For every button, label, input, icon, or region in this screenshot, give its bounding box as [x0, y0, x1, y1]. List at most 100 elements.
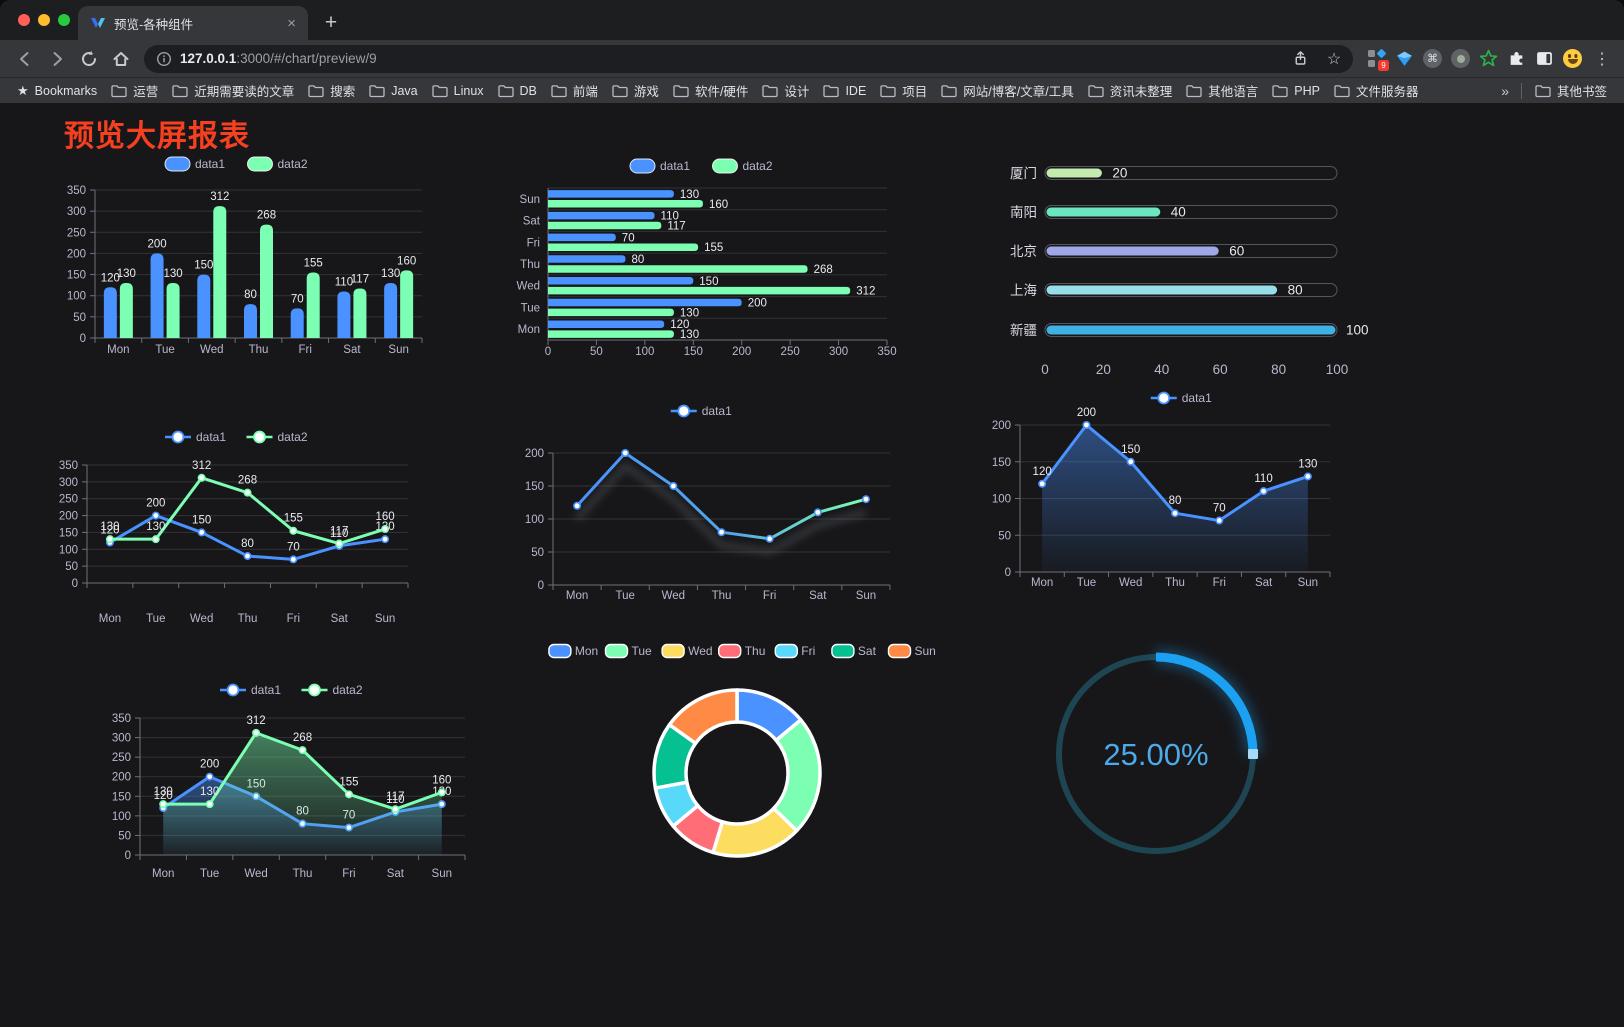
- point-data2-Sun[interactable]: [381, 525, 390, 534]
- bar-data2-Fri[interactable]: [306, 272, 320, 338]
- bar-data2-Wed[interactable]: [548, 286, 851, 295]
- legend-marker-data2[interactable]: [247, 156, 273, 172]
- bar-data2-Sun[interactable]: [548, 200, 703, 208]
- legend-marker-Mon[interactable]: [548, 643, 572, 659]
- point-data2-Fri[interactable]: [344, 790, 353, 799]
- point-data1-Sat[interactable]: [813, 508, 822, 517]
- minimize-window-button[interactable]: [38, 14, 50, 26]
- point-data2-Sun[interactable]: [437, 788, 446, 797]
- share-button[interactable]: [1287, 46, 1313, 72]
- legend-marker-data1[interactable]: [164, 156, 191, 172]
- home-button[interactable]: [106, 44, 136, 74]
- bar-progress-canvas[interactable]: 厦门 20 南阳 40 北京 60 上海 80 新疆 100 0 20 40 60 80 100: [990, 148, 1385, 388]
- close-tab-icon[interactable]: ×: [287, 14, 296, 32]
- site-info-icon[interactable]: [156, 51, 172, 67]
- point-data1-Sun[interactable]: [381, 535, 390, 544]
- legend-marker-Sun[interactable]: [887, 643, 912, 659]
- bookmark-folder-item[interactable]: Java: [362, 82, 424, 100]
- point-data1-Wed[interactable]: [197, 528, 206, 537]
- bar-data1-Tue[interactable]: [150, 253, 164, 338]
- extension-gem-icon[interactable]: [1395, 49, 1414, 68]
- emoji-extension-icon[interactable]: [1563, 49, 1582, 68]
- forward-button[interactable]: [42, 44, 72, 74]
- bookmark-folder-item[interactable]: 其他语言: [1179, 79, 1265, 102]
- url-bar[interactable]: 127.0.0.1:3000/#/chart/preview/9 ☆: [144, 44, 1353, 73]
- legend-marker-Sat[interactable]: [831, 643, 855, 659]
- point-data2-Thu[interactable]: [243, 488, 252, 497]
- bar-data2-Sat[interactable]: [548, 221, 662, 230]
- point-data2-Wed[interactable]: [252, 728, 261, 737]
- progress-bar-新疆[interactable]: [1046, 325, 1336, 335]
- line-gradient-canvas[interactable]: 0 50 100 150 200 Mon Tue Wed Thu Fri Sat Sun data1: [500, 393, 905, 615]
- progress-bar-厦门[interactable]: [1046, 168, 1102, 178]
- point-data1-Fri[interactable]: [765, 534, 774, 543]
- pie-slice-Sun[interactable]: [667, 688, 739, 746]
- point-data1-Wed[interactable]: [1126, 457, 1135, 466]
- point-data1-Tue[interactable]: [621, 448, 630, 457]
- bar-data2-Mon[interactable]: [548, 330, 674, 338]
- bookmark-folder-item[interactable]: PHP: [1265, 82, 1327, 100]
- bookmark-folder-item[interactable]: 项目: [873, 79, 934, 102]
- bar-data2-Sun[interactable]: [400, 270, 414, 338]
- point-data1-Sun[interactable]: [861, 495, 870, 504]
- point-data1-Thu[interactable]: [243, 552, 252, 561]
- legend-marker-data2[interactable]: [712, 158, 738, 174]
- legend-marker-data1[interactable]: [629, 158, 656, 174]
- bookmark-folder-item[interactable]: Linux: [425, 82, 491, 100]
- point-data1-Fri[interactable]: [1215, 516, 1224, 525]
- point-data1-Sun[interactable]: [1303, 472, 1312, 481]
- point-data1-Thu[interactable]: [1171, 509, 1180, 518]
- other-bookmarks-button[interactable]: 其他书签: [1528, 79, 1614, 102]
- point-data1-Tue[interactable]: [151, 511, 160, 520]
- point-data2-Tue[interactable]: [205, 800, 214, 809]
- bookmark-folder-item[interactable]: DB: [491, 82, 544, 100]
- point-data1-Wed[interactable]: [669, 482, 678, 491]
- bar-data1-Thu[interactable]: [548, 255, 626, 263]
- bar-data2-Tue[interactable]: [166, 283, 180, 338]
- new-tab-button[interactable]: +: [324, 11, 338, 34]
- bar-data1-Mon[interactable]: [548, 320, 665, 328]
- point-data1-Fri[interactable]: [289, 555, 298, 564]
- bar-data1-Sun[interactable]: [548, 190, 674, 198]
- bar-data2-Sat[interactable]: [353, 288, 367, 338]
- bar-data1-Fri[interactable]: [290, 308, 304, 338]
- bar-data2-Tue[interactable]: [548, 308, 674, 317]
- extension-record-icon[interactable]: [1451, 49, 1470, 68]
- bar-data1-Fri[interactable]: [548, 233, 616, 242]
- bookmark-folder-item[interactable]: IDE: [816, 82, 873, 100]
- progress-bar-上海[interactable]: [1046, 285, 1278, 295]
- bar-data1-Wed[interactable]: [197, 274, 211, 338]
- point-data1-Thu[interactable]: [717, 528, 726, 537]
- legend-marker-Thu[interactable]: [717, 643, 742, 659]
- bookmark-folder-item[interactable]: 运营: [104, 79, 165, 102]
- bookmark-folder-item[interactable]: 游戏: [605, 79, 666, 102]
- point-data1-Tue[interactable]: [1082, 420, 1091, 429]
- bookmarks-button[interactable]: ★ Bookmarks: [10, 81, 104, 101]
- bar-data1-Tue[interactable]: [548, 298, 742, 307]
- bookmark-folder-item[interactable]: 网站/博客/文章/工具: [934, 79, 1080, 102]
- point-data2-Fri[interactable]: [289, 526, 298, 535]
- bar-data1-Thu[interactable]: [244, 304, 257, 338]
- gauge-progress[interactable]: [1155, 652, 1258, 755]
- point-data1-Sat[interactable]: [1259, 487, 1268, 496]
- bookmark-folder-item[interactable]: 近期需要读的文章: [165, 79, 301, 102]
- browser-tab[interactable]: 预览-各种组件 ×: [78, 6, 308, 40]
- line-area-blue-canvas[interactable]: 0 50 100 150 200 Mon Tue Wed Thu Fri Sat Sun 120 200 1…: [985, 385, 1380, 597]
- bookmark-folder-item[interactable]: 搜索: [301, 79, 362, 102]
- bookmark-page-star-icon[interactable]: ☆: [1326, 50, 1342, 68]
- bookmark-folder-item[interactable]: 资讯未整理: [1081, 79, 1180, 102]
- progress-bar-南阳[interactable]: [1046, 207, 1161, 217]
- point-data1-Tue[interactable]: [205, 772, 214, 781]
- extension-command-icon[interactable]: ⌘: [1423, 49, 1442, 68]
- bar-data2-Fri[interactable]: [548, 243, 699, 251]
- extension-grid-icon[interactable]: 9: [1367, 48, 1389, 71]
- bookmark-folder-item[interactable]: 前端: [544, 79, 605, 102]
- bar-data2-Wed[interactable]: [213, 206, 227, 338]
- back-button[interactable]: [10, 44, 40, 74]
- extension-star-icon[interactable]: [1479, 49, 1498, 68]
- bar-grouped-canvas[interactable]: 0 50 100 150 200 250 300 350 Mon Tue Wed Thu Fri Sat S…: [40, 148, 435, 368]
- point-data1-Mon[interactable]: [573, 501, 582, 510]
- line-area-multi-canvas[interactable]: 0 50 100 150 200 250 300 350 Mon Tue Wed Thu Fri Sat S…: [95, 672, 490, 890]
- bar-data2-Mon[interactable]: [119, 283, 133, 338]
